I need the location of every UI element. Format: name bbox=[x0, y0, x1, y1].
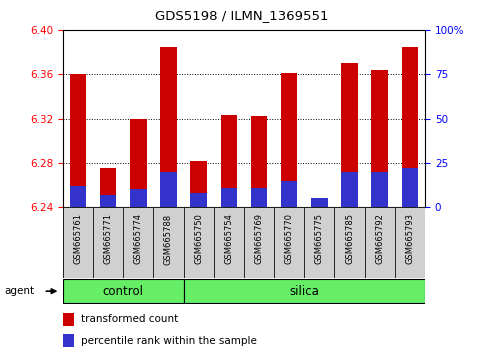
Text: control: control bbox=[103, 285, 143, 298]
Text: GSM665792: GSM665792 bbox=[375, 213, 384, 264]
Bar bbox=[63, 334, 73, 347]
Bar bbox=[334, 207, 365, 278]
Text: GSM665775: GSM665775 bbox=[315, 213, 324, 264]
Bar bbox=[311, 198, 327, 207]
Bar bbox=[93, 207, 123, 278]
Bar bbox=[402, 47, 418, 207]
Bar bbox=[341, 63, 358, 207]
Bar bbox=[184, 207, 213, 278]
Text: GSM665754: GSM665754 bbox=[224, 213, 233, 264]
Bar bbox=[274, 207, 304, 278]
Bar bbox=[213, 207, 244, 278]
Bar bbox=[123, 207, 154, 278]
Text: GSM665793: GSM665793 bbox=[405, 213, 414, 264]
Bar bbox=[160, 172, 177, 207]
Bar bbox=[184, 279, 425, 303]
Bar bbox=[311, 198, 327, 207]
Text: GSM665769: GSM665769 bbox=[255, 213, 264, 264]
Bar bbox=[130, 189, 146, 207]
Bar bbox=[281, 181, 298, 207]
Text: GSM665770: GSM665770 bbox=[284, 213, 294, 264]
Bar bbox=[365, 207, 395, 278]
Bar bbox=[371, 172, 388, 207]
Bar bbox=[251, 116, 267, 207]
Bar bbox=[281, 73, 298, 207]
Bar bbox=[100, 195, 116, 207]
Bar bbox=[130, 119, 146, 207]
Bar bbox=[63, 279, 184, 303]
Text: GDS5198 / ILMN_1369551: GDS5198 / ILMN_1369551 bbox=[155, 9, 328, 22]
Text: transformed count: transformed count bbox=[81, 314, 178, 325]
Bar bbox=[154, 207, 184, 278]
Bar bbox=[70, 74, 86, 207]
Bar bbox=[63, 207, 93, 278]
Bar bbox=[371, 70, 388, 207]
Bar bbox=[304, 207, 334, 278]
Bar bbox=[160, 47, 177, 207]
Text: GSM665750: GSM665750 bbox=[194, 213, 203, 264]
Bar bbox=[100, 169, 116, 207]
Bar bbox=[341, 172, 358, 207]
Text: silica: silica bbox=[289, 285, 319, 298]
Bar bbox=[190, 161, 207, 207]
Text: percentile rank within the sample: percentile rank within the sample bbox=[81, 336, 257, 346]
Text: GSM665774: GSM665774 bbox=[134, 213, 143, 264]
Text: GSM665788: GSM665788 bbox=[164, 213, 173, 264]
Bar bbox=[221, 188, 237, 207]
Text: GSM665785: GSM665785 bbox=[345, 213, 354, 264]
Bar bbox=[244, 207, 274, 278]
Bar bbox=[190, 193, 207, 207]
Text: agent: agent bbox=[5, 286, 35, 296]
Bar bbox=[221, 115, 237, 207]
Bar bbox=[63, 313, 73, 326]
Bar bbox=[70, 186, 86, 207]
Bar bbox=[251, 188, 267, 207]
Text: GSM665761: GSM665761 bbox=[73, 213, 83, 264]
Bar bbox=[395, 207, 425, 278]
Text: GSM665771: GSM665771 bbox=[103, 213, 113, 264]
Bar bbox=[402, 168, 418, 207]
